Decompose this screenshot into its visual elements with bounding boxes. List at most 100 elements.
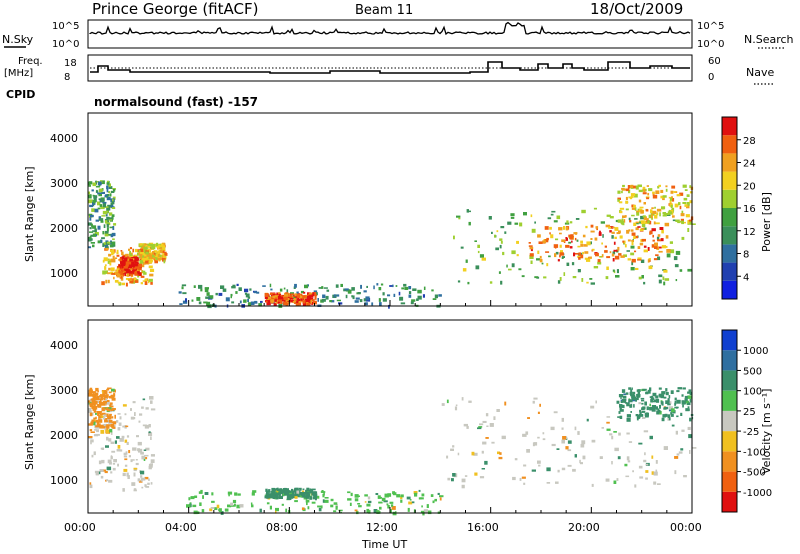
velocity-cell [499, 452, 502, 455]
velocity-cell [628, 441, 633, 443]
power-cell [102, 201, 107, 204]
velocity-cell [236, 504, 241, 509]
power-cell [610, 226, 614, 229]
velocity-cell [98, 418, 100, 423]
velocity-cell [482, 441, 487, 445]
velocity-cell [687, 426, 691, 430]
power-cell [119, 258, 123, 262]
velocity-cell [269, 505, 272, 510]
velocity-cell [461, 397, 464, 401]
power-cell [127, 269, 131, 273]
velocity-cell [150, 454, 155, 457]
power-cell [100, 206, 105, 210]
velocity-cell [601, 427, 604, 429]
velocity-cell [619, 415, 623, 419]
power-cell [496, 230, 499, 233]
power-cell [123, 257, 128, 262]
power-cell [364, 302, 368, 306]
power-cell [609, 251, 612, 254]
power-colorbar-label: Power [dB] [760, 192, 773, 252]
power-cell [110, 267, 115, 272]
power-cell [595, 252, 599, 257]
velocity-cell [275, 507, 279, 512]
velocity-cell [617, 416, 620, 418]
velocity-cell [95, 419, 99, 423]
velocity-cell [271, 490, 275, 493]
power-cell [119, 275, 123, 279]
velocity-cell [95, 396, 100, 401]
velocity-cell [611, 461, 613, 465]
power-cell [104, 266, 107, 270]
velocity-cell [108, 479, 113, 483]
power-cell [147, 245, 152, 248]
velocity-cell [286, 496, 292, 500]
velocity-cell [302, 488, 305, 491]
power-cell [388, 304, 390, 309]
velocity-cell [98, 460, 102, 465]
velocity-cell [322, 499, 325, 503]
power-cell [554, 244, 557, 249]
velocity-cell [676, 390, 680, 393]
velocity-colorbar [722, 330, 737, 512]
power-cell [639, 242, 644, 246]
velocity-cell [101, 459, 105, 464]
velocity-cell [89, 387, 93, 392]
power-cell [363, 298, 367, 302]
power-cell [347, 289, 352, 294]
power-cell [340, 283, 343, 287]
power-cell [258, 303, 262, 307]
velocity-cell [651, 408, 656, 412]
velocity-cell [140, 475, 143, 478]
velocity-cell [109, 405, 114, 408]
power-cell [494, 234, 496, 238]
power-cell [636, 210, 640, 214]
power-cell [593, 266, 599, 269]
power-cell [554, 253, 557, 258]
velocity-cell [378, 496, 382, 499]
power-cell [121, 251, 124, 256]
velocity-cell [681, 429, 685, 432]
power-cell [491, 231, 493, 234]
power-cell [314, 294, 317, 297]
power-cell [92, 194, 95, 197]
velocity-cell [626, 402, 630, 407]
power-cell [609, 216, 614, 219]
velocity-cell [647, 389, 651, 394]
power-cell [523, 212, 527, 216]
power-cell [619, 235, 623, 239]
velocity-cell [622, 399, 626, 402]
velocity-cell [136, 435, 139, 438]
power-cell [633, 235, 636, 239]
power-cell [94, 208, 99, 213]
power-cell [104, 230, 109, 234]
velocity-cell [437, 492, 440, 495]
power-cell [103, 224, 106, 228]
power-cell [295, 302, 300, 306]
velocity-cell [687, 391, 692, 394]
power-cell [678, 202, 681, 206]
power-cell [651, 207, 654, 209]
velocity-cell [110, 456, 113, 460]
velocity-cell [192, 504, 197, 508]
velocity-cell [106, 414, 109, 417]
power-cell [612, 269, 615, 272]
power-cell [423, 286, 426, 290]
power-cell [140, 275, 145, 278]
velocity-cell [409, 499, 412, 501]
velocity-cell [392, 491, 395, 495]
velocity-cell [105, 402, 110, 405]
velocity-cell [418, 497, 422, 500]
velocity-cell [278, 495, 283, 499]
power-cell [647, 259, 650, 263]
power-cell [458, 217, 461, 220]
velocity-cell [375, 493, 379, 495]
velocity-cell [123, 452, 127, 456]
power-cell [648, 220, 652, 225]
power-cell [182, 300, 188, 304]
velocity-cell [98, 405, 102, 408]
velocity-cell [561, 417, 564, 422]
velocity-cell [609, 433, 613, 436]
velocity-cell [447, 477, 451, 481]
velocity-cell [320, 505, 323, 509]
power-cell [537, 234, 541, 238]
